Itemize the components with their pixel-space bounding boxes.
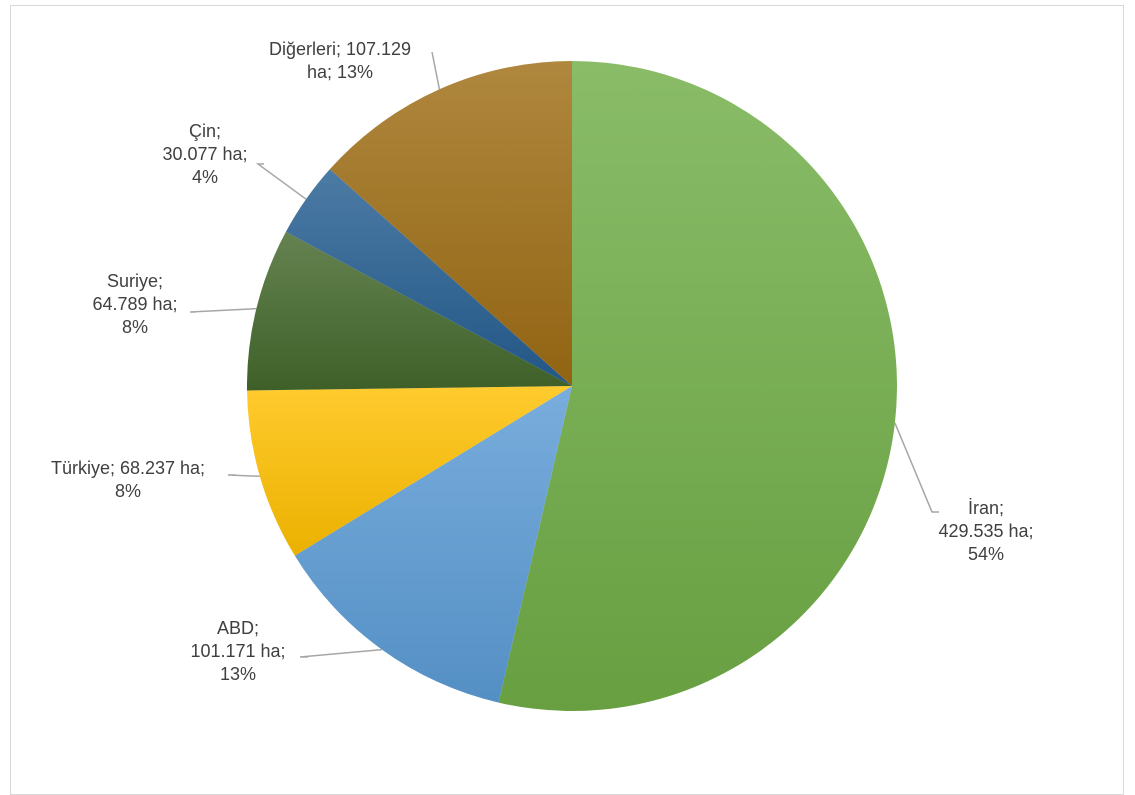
label-line: 54% xyxy=(967,544,1005,564)
label-line: 8% xyxy=(114,481,141,501)
data-label-turkiye: Türkiye; 68.237 ha; 8% xyxy=(28,457,228,503)
leader-line-suriye xyxy=(189,307,257,313)
pie-slice-abd xyxy=(294,386,572,703)
label-line: 101.171 ha; xyxy=(190,641,286,661)
label-line: 4% xyxy=(191,167,218,187)
leader-line-iran xyxy=(894,422,939,513)
pie-slice-turkiye xyxy=(247,386,572,556)
pie-chart xyxy=(189,51,939,711)
label-line: Türkiye; 68.237 ha; xyxy=(50,458,206,478)
pie-slice-iran xyxy=(498,61,897,711)
label-line: Suriye; xyxy=(106,271,164,291)
label-line: ABD; xyxy=(216,618,259,638)
leader-lines xyxy=(189,51,939,658)
label-line: 13% xyxy=(219,664,257,684)
label-line: 8% xyxy=(121,317,148,337)
data-label-suriye: Suriye; 64.789 ha; 8% xyxy=(70,270,200,339)
label-line: ha; 13% xyxy=(306,62,374,82)
label-line: 30.077 ha; xyxy=(162,144,248,164)
label-line: Diğerleri; 107.129 xyxy=(268,39,412,59)
data-label-digerleri: Diğerleri; 107.129 ha; 13% xyxy=(230,38,450,84)
label-line: İran; xyxy=(967,498,1005,518)
data-label-cin: Çin; 30.077 ha; 4% xyxy=(140,120,270,189)
leader-line-digerleri xyxy=(431,51,441,90)
leader-line-turkiye xyxy=(227,474,260,478)
pie-slice-digerleri xyxy=(329,60,572,386)
data-label-iran: İran; 429.535 ha; 54% xyxy=(916,497,1056,566)
pie-slices xyxy=(247,60,897,711)
leader-line-abd xyxy=(299,648,382,658)
leader-line-cin xyxy=(255,163,307,200)
data-label-abd: ABD; 101.171 ha; 13% xyxy=(168,617,308,686)
label-line: 429.535 ha; xyxy=(938,521,1034,541)
pie-slice-cin xyxy=(285,169,572,386)
pie-slice-suriye xyxy=(247,231,572,391)
label-line: Çin; xyxy=(188,121,221,141)
label-line: 64.789 ha; xyxy=(92,294,178,314)
